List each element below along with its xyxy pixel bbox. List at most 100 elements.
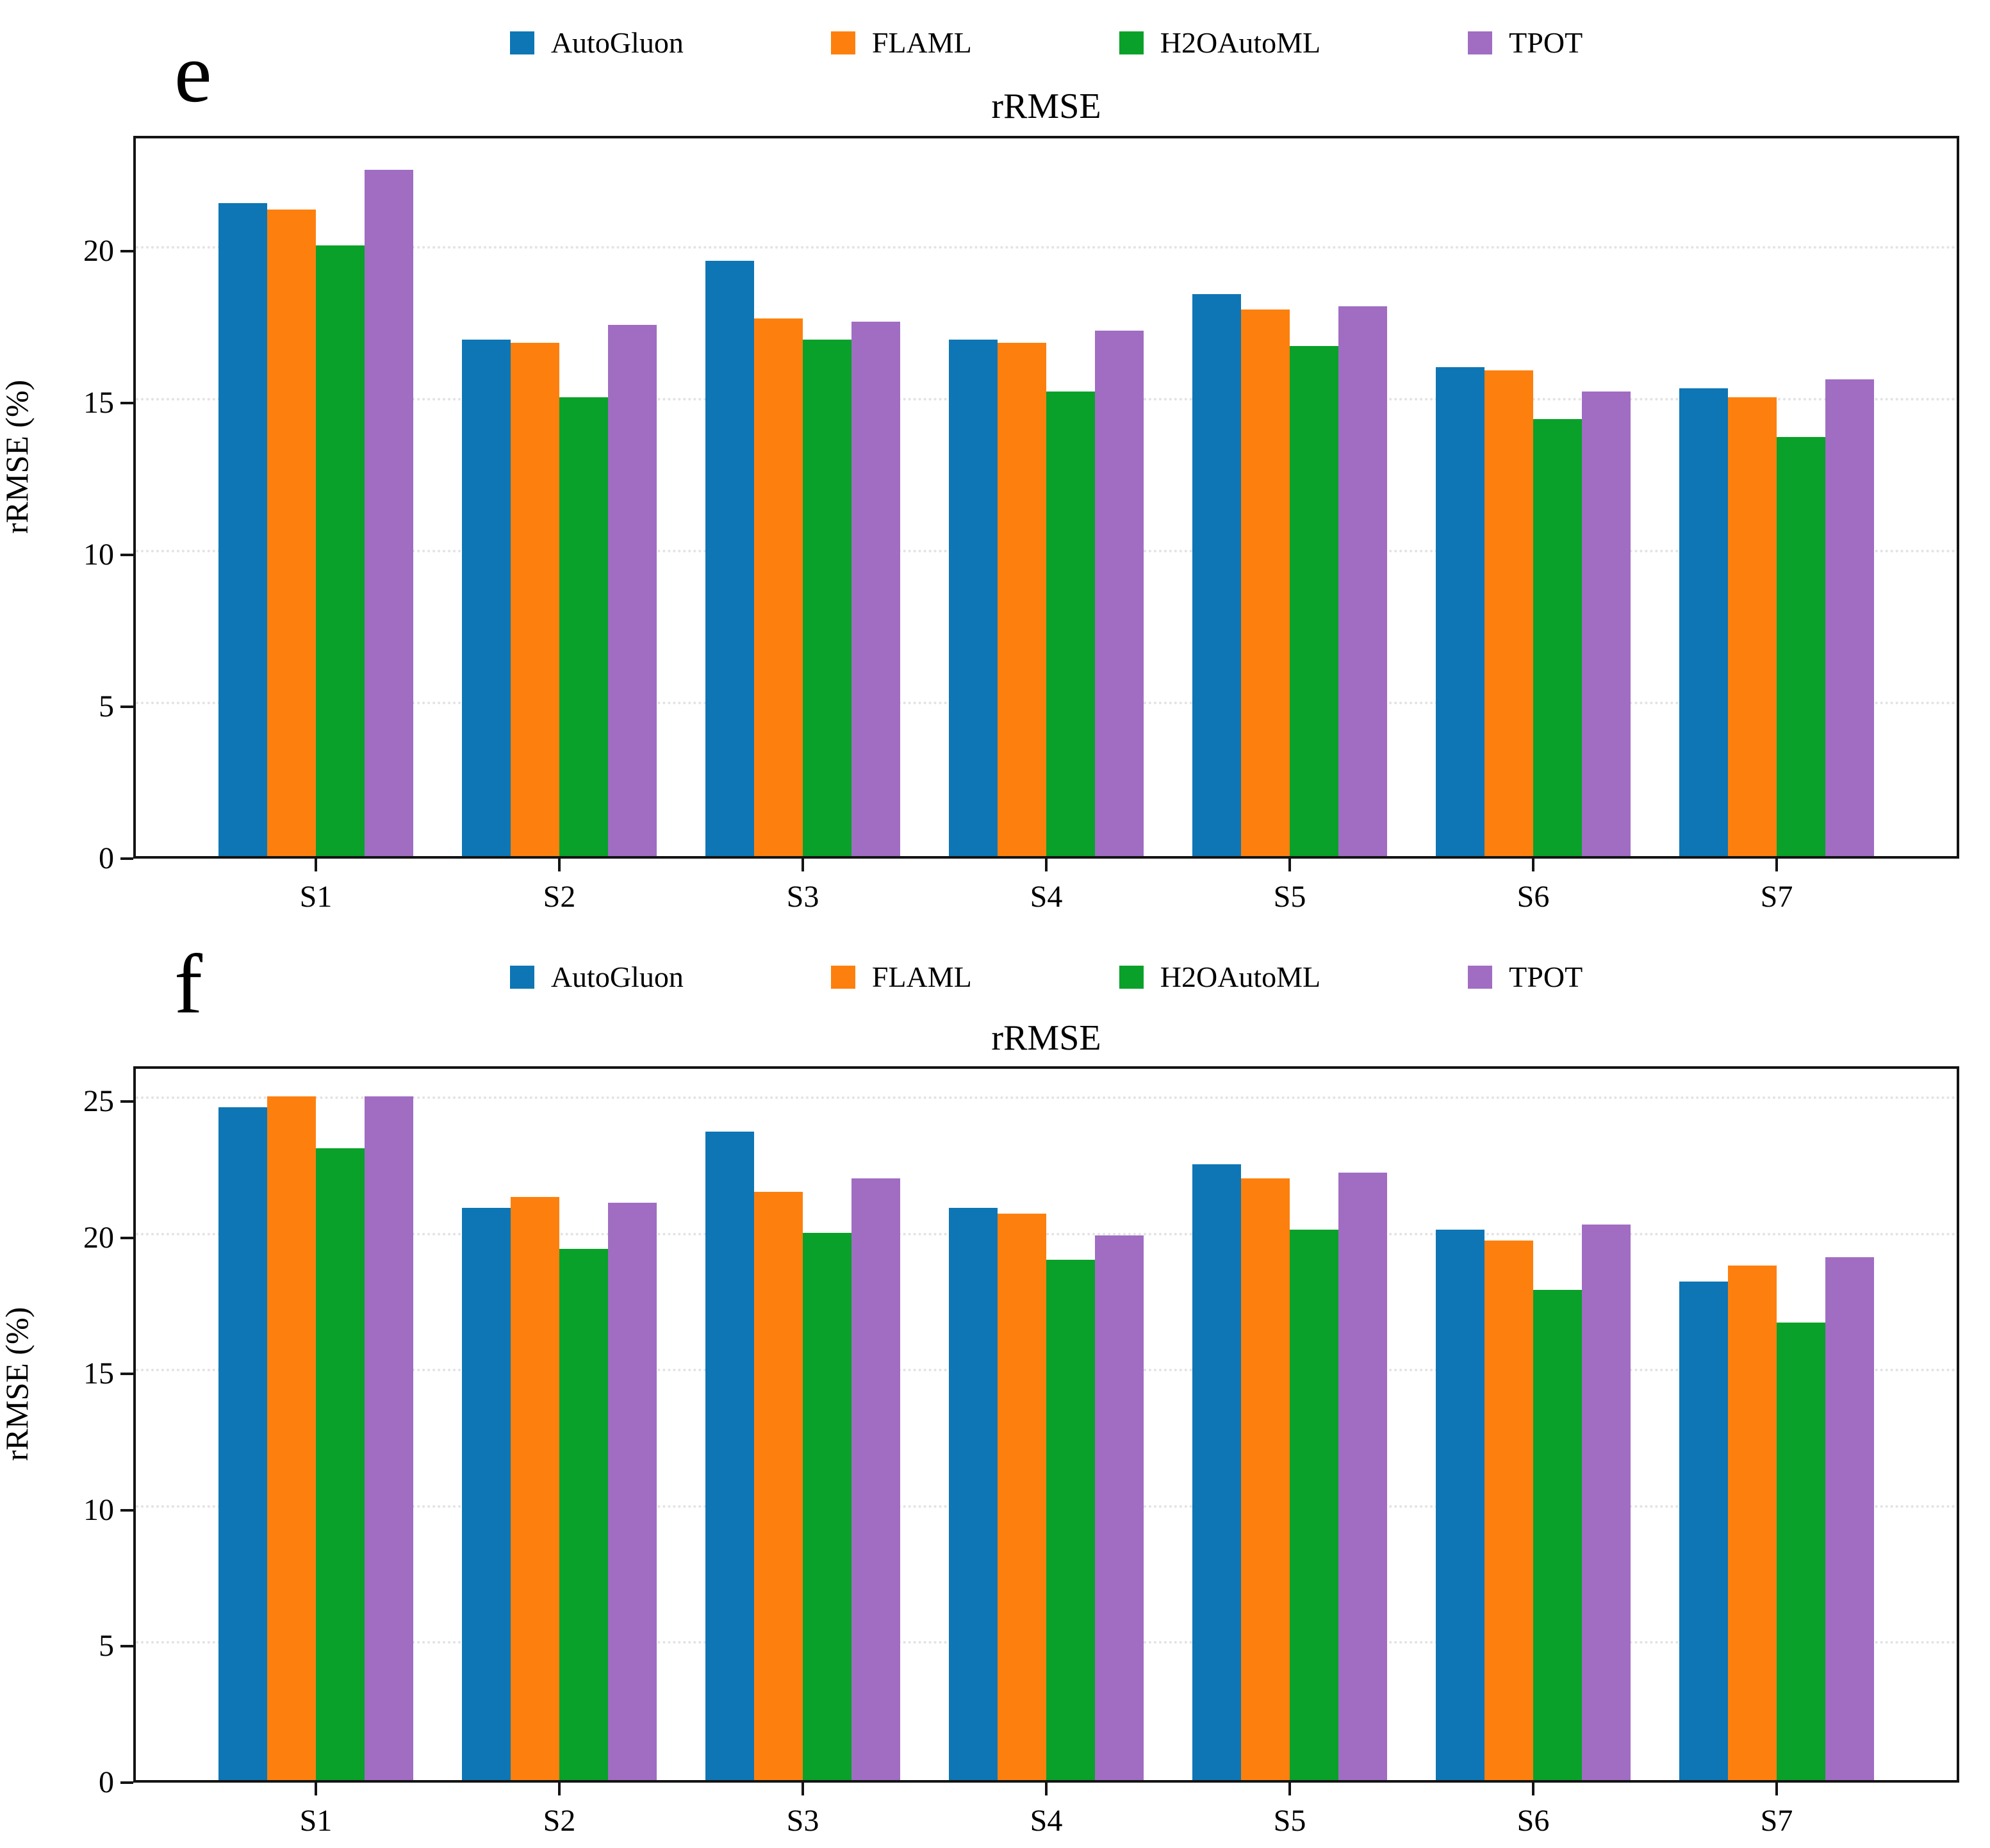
bar-H2OAutoML-S7 xyxy=(1777,1322,1825,1780)
chart-title: rRMSE xyxy=(991,87,1101,126)
y-tick-label: 15 xyxy=(83,1357,114,1391)
legend-label-h2oautoml: H2OAutoML xyxy=(1160,26,1321,59)
x-tick-label-S2: S2 xyxy=(543,1804,576,1838)
bar-FLAML-S6 xyxy=(1484,370,1533,856)
bar-TPOT-S4 xyxy=(1095,1235,1144,1780)
bar-TPOT-S4 xyxy=(1095,331,1144,856)
x-tick-label-S3: S3 xyxy=(786,880,819,914)
bar-AutoGluon-S7 xyxy=(1679,388,1728,856)
bar-H2OAutoML-S6 xyxy=(1533,418,1582,856)
x-tick-mark xyxy=(802,859,804,871)
flaml-swatch xyxy=(830,966,855,989)
x-tick-label-S1: S1 xyxy=(299,1804,333,1838)
chart-title: rRMSE xyxy=(991,1018,1101,1058)
bar-FLAML-S4 xyxy=(998,343,1046,856)
legend-label-flaml: FLAML xyxy=(871,961,972,993)
gridline-y20 xyxy=(136,246,1957,249)
x-tick-label-S5: S5 xyxy=(1273,880,1306,914)
y-tick-mark xyxy=(120,1236,133,1239)
bar-TPOT-S1 xyxy=(365,1096,413,1780)
y-tick-mark xyxy=(120,857,133,860)
x-tick-label-S7: S7 xyxy=(1760,880,1793,914)
y-tick-mark xyxy=(120,1645,133,1648)
x-tick-mark xyxy=(558,859,561,871)
x-tick-label-S6: S6 xyxy=(1517,1804,1550,1838)
legend-e: AutoGluon FLAML H2OAutoML TPOT xyxy=(133,28,1959,58)
tpot-swatch xyxy=(1468,966,1493,989)
y-tick-label: 5 xyxy=(99,689,114,724)
x-tick-mark xyxy=(1045,859,1048,871)
bar-H2OAutoML-S4 xyxy=(1046,1260,1095,1780)
bar-TPOT-S5 xyxy=(1338,306,1387,856)
bar-FLAML-S4 xyxy=(998,1213,1046,1780)
bar-group-S6 xyxy=(1436,1224,1631,1780)
y-tick-label: 0 xyxy=(99,1765,114,1799)
bar-H2OAutoML-S3 xyxy=(803,340,851,856)
bar-H2OAutoML-S2 xyxy=(559,397,608,856)
x-tick-mark xyxy=(1532,859,1534,871)
y-tick-mark xyxy=(120,705,133,709)
bar-AutoGluon-S2 xyxy=(462,1208,511,1780)
legend-item-tpot: TPOT xyxy=(1468,28,1583,58)
y-tick-mark xyxy=(120,1100,133,1103)
bar-group-S4 xyxy=(949,331,1144,856)
y-tick-mark xyxy=(120,1781,133,1784)
gridline-y25 xyxy=(136,1096,1957,1100)
bar-AutoGluon-S5 xyxy=(1192,294,1241,856)
bar-group-S4 xyxy=(949,1208,1144,1780)
x-tick-mark xyxy=(1532,1783,1534,1795)
bar-AutoGluon-S3 xyxy=(705,261,754,856)
y-tick-label: 25 xyxy=(83,1084,114,1119)
plot-area-e xyxy=(133,136,1959,859)
bar-TPOT-S6 xyxy=(1582,391,1631,856)
y-tick-mark xyxy=(120,402,133,405)
x-tick-mark xyxy=(558,1783,561,1795)
bar-group-S7 xyxy=(1679,1257,1874,1780)
bar-AutoGluon-S6 xyxy=(1436,1230,1484,1780)
y-tick-mark xyxy=(120,250,133,253)
bar-group-S2 xyxy=(462,1197,657,1780)
bar-group-S7 xyxy=(1679,379,1874,856)
x-tick-mark xyxy=(1775,859,1778,871)
bar-AutoGluon-S7 xyxy=(1679,1282,1728,1780)
tpot-swatch xyxy=(1468,31,1493,54)
bars-container xyxy=(136,138,1957,856)
bar-FLAML-S1 xyxy=(267,209,316,856)
legend-f: AutoGluon FLAML H2OAutoML TPOT xyxy=(133,962,1959,992)
bar-AutoGluon-S5 xyxy=(1192,1164,1241,1780)
bars-container xyxy=(136,1069,1957,1780)
bar-FLAML-S1 xyxy=(267,1096,316,1780)
autogluon-swatch xyxy=(509,966,534,989)
legend-label-autogluon: AutoGluon xyxy=(550,961,684,993)
legend-item-autogluon: AutoGluon xyxy=(509,961,684,993)
x-tick-label-S1: S1 xyxy=(299,880,333,914)
x-tick-label-S2: S2 xyxy=(543,880,576,914)
bar-TPOT-S7 xyxy=(1825,1257,1874,1780)
bar-group-S3 xyxy=(705,261,900,856)
x-tick-mark xyxy=(1288,1783,1291,1795)
bar-group-S1 xyxy=(218,169,413,856)
plot-area-f xyxy=(133,1066,1959,1783)
y-tick-mark xyxy=(120,1508,133,1512)
bar-group-S1 xyxy=(218,1096,413,1780)
bar-FLAML-S5 xyxy=(1241,309,1290,856)
panel-f: f AutoGluon FLAML H2OAutoML TPOT rRMSE r… xyxy=(0,924,1990,1848)
gridline-y20 xyxy=(136,1232,1957,1235)
panel-letter-e: e xyxy=(174,26,212,120)
x-tick-mark xyxy=(1045,1783,1048,1795)
bar-H2OAutoML-S2 xyxy=(559,1249,608,1780)
bar-AutoGluon-S3 xyxy=(705,1132,754,1780)
bar-AutoGluon-S1 xyxy=(218,1107,267,1780)
legend-label-tpot: TPOT xyxy=(1509,26,1583,59)
bar-TPOT-S1 xyxy=(365,169,413,856)
x-tick-mark xyxy=(1775,1783,1778,1795)
flaml-swatch xyxy=(830,31,855,54)
bar-AutoGluon-S6 xyxy=(1436,367,1484,856)
x-tick-label-S4: S4 xyxy=(1030,880,1063,914)
x-tick-mark xyxy=(1288,859,1291,871)
x-tick-mark xyxy=(315,1783,317,1795)
bar-H2OAutoML-S5 xyxy=(1290,1230,1338,1780)
legend-label-flaml: FLAML xyxy=(871,26,972,59)
y-axis-label: rRMSE (%) xyxy=(0,379,35,534)
y-tick-label: 20 xyxy=(83,234,114,268)
